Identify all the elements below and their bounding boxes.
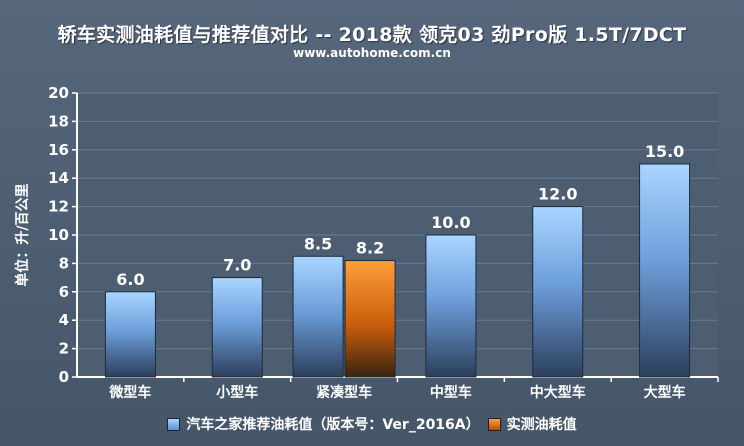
data-label: 10.0 [431,213,470,232]
data-label: 7.0 [223,256,251,275]
y-tick-label: 14 [48,169,69,187]
data-label: 8.2 [356,239,384,258]
x-tick-label: 中大型车 [530,384,586,401]
data-label: 6.0 [116,270,144,289]
bar-recommended [532,206,584,378]
bar-actual [344,260,396,378]
x-tick-label: 大型车 [644,384,686,401]
legend-label-recommended: 汽车之家推荐油耗值（版本号：Ver_2016A） [186,417,480,433]
legend-swatch-actual [487,417,501,431]
chart-title: 轿车实测油耗值与推荐值对比 -- 2018款 领克03 劲Pro版 1.5T/7… [57,24,687,46]
x-tick-label: 微型车 [108,384,151,401]
legend-item-recommended: 汽车之家推荐油耗值（版本号：Ver_2016A） [167,414,480,434]
labels: 0 2 4 6 8 10 12 14 16 18 20 6.0 微型车 7.0 小型车 8.5 8.2 紧凑型车 1… [48,84,685,401]
axes [72,92,719,382]
bar-recommended [292,255,344,378]
bar-recommended [211,277,263,378]
y-tick-label: 18 [48,112,69,130]
data-label: 15.0 [645,142,684,161]
x-tick-label: 紧凑型车 [316,384,372,401]
legend: 汽车之家推荐油耗值（版本号：Ver_2016A） 实测油耗值 [0,414,744,434]
legend-item-actual: 实测油耗值 [487,414,577,434]
data-label: 12.0 [538,185,577,204]
x-tick-label: 小型车 [216,384,258,401]
y-tick-label: 12 [48,198,69,216]
y-tick-label: 8 [59,254,69,272]
data-label: 8.5 [304,234,332,253]
legend-swatch-recommended [167,417,181,431]
y-tick-label: 16 [48,141,69,159]
y-tick-label: 10 [48,226,69,244]
y-tick-label: 20 [48,84,69,102]
bar-recommended [639,163,691,378]
x-tick-label: 中型车 [430,384,472,401]
chart-subtitle: www.autohome.com.cn [293,46,451,60]
y-tick-label: 4 [59,311,69,329]
legend-label-actual: 实测油耗值 [506,417,577,433]
bars [104,163,691,378]
y-tick-label: 0 [59,368,69,386]
bar-recommended [425,234,477,378]
y-tick-label: 2 [59,340,69,358]
bar-recommended [104,291,156,378]
grid-lines [77,92,718,377]
y-tick-label: 6 [59,283,69,301]
